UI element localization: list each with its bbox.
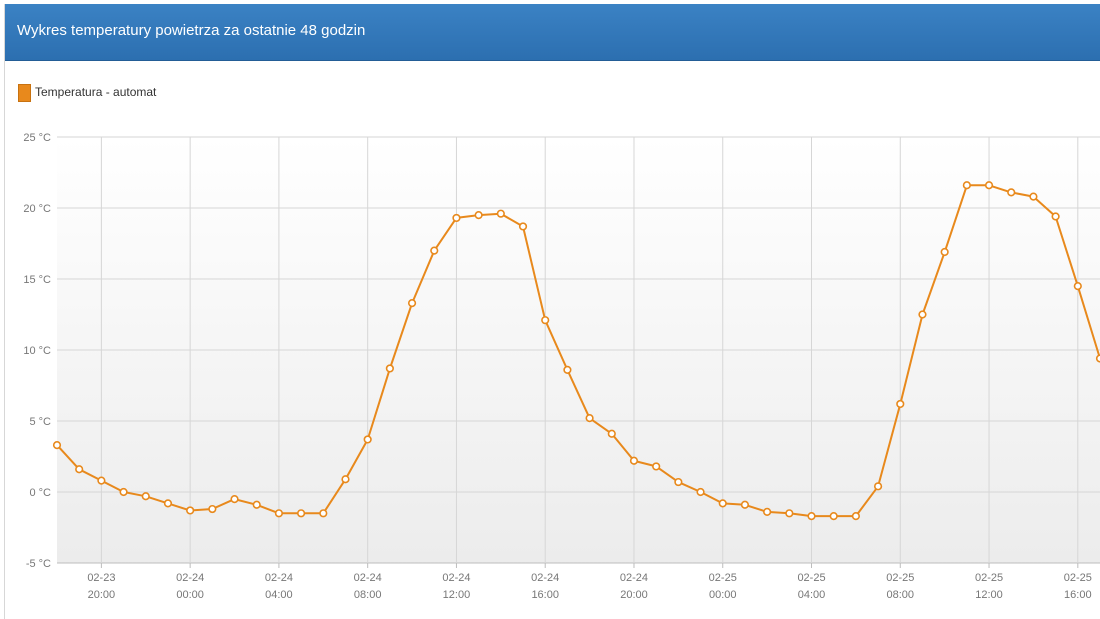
data-point[interactable] — [252, 500, 261, 509]
data-point[interactable] — [984, 181, 994, 190]
y-tick-label: 10 °C — [23, 345, 51, 357]
data-point[interactable] — [718, 499, 727, 508]
y-tick-label: 0 °C — [29, 487, 51, 499]
y-tick-label: 20 °C — [23, 203, 51, 215]
data-point[interactable] — [541, 316, 550, 325]
x-tick-date: 02-25 — [886, 572, 914, 584]
x-tick-date: 02-25 — [975, 572, 1003, 584]
data-point[interactable] — [363, 435, 372, 444]
data-point[interactable] — [52, 441, 62, 450]
x-tick-date: 02-25 — [797, 572, 825, 584]
x-tick-date: 02-23 — [87, 572, 115, 584]
data-point[interactable] — [585, 414, 594, 423]
x-tick-time: 12:00 — [975, 589, 1003, 601]
data-point[interactable] — [896, 399, 905, 409]
data-point[interactable] — [274, 509, 284, 518]
x-tick-time: 00:00 — [709, 589, 737, 601]
data-point[interactable] — [407, 299, 417, 308]
data-point[interactable] — [763, 507, 772, 516]
data-point[interactable] — [629, 456, 639, 465]
data-point[interactable] — [385, 364, 394, 373]
x-tick-time: 08:00 — [354, 589, 382, 601]
data-point[interactable] — [829, 512, 838, 521]
data-point[interactable] — [430, 246, 439, 255]
x-tick-date: 02-24 — [531, 572, 559, 584]
data-point[interactable] — [563, 365, 572, 374]
data-point[interactable] — [962, 181, 971, 190]
data-point[interactable] — [141, 492, 150, 501]
data-point[interactable] — [75, 465, 84, 474]
x-tick-date: 02-24 — [442, 572, 470, 584]
data-point[interactable] — [607, 429, 616, 438]
data-point[interactable] — [518, 222, 528, 231]
x-tick-time: 04:00 — [265, 589, 293, 601]
data-point[interactable] — [785, 509, 794, 518]
x-tick-date: 02-24 — [354, 572, 382, 584]
data-point[interactable] — [1073, 282, 1082, 291]
data-point[interactable] — [230, 495, 239, 504]
data-point[interactable] — [319, 509, 328, 518]
x-tick-time: 00:00 — [176, 589, 204, 601]
x-tick-date: 02-25 — [709, 572, 737, 584]
x-tick-time: 20:00 — [88, 589, 116, 601]
x-tick-time: 04:00 — [798, 589, 826, 601]
x-tick-time: 16:00 — [1064, 589, 1092, 601]
data-point[interactable] — [452, 213, 461, 223]
y-tick-label: -5 °C — [26, 558, 51, 570]
data-point[interactable] — [652, 462, 661, 471]
data-point[interactable] — [1007, 188, 1016, 197]
panel-header: Wykres temperatury powietrza za ostatnie… — [5, 4, 1100, 61]
data-point[interactable] — [297, 509, 306, 518]
data-point[interactable] — [740, 500, 750, 509]
panel-title: Wykres temperatury powietrza za ostatnie… — [17, 22, 366, 39]
data-point[interactable] — [1029, 192, 1038, 201]
legend-swatch — [18, 84, 31, 102]
y-axis: -5 °C 0 °C 5 °C 10 °C 15 °C 20 °C 25 °C — [23, 132, 51, 570]
x-tick-time: 16:00 — [531, 589, 559, 601]
data-point[interactable] — [807, 512, 816, 521]
y-tick-label: 25 °C — [23, 132, 51, 144]
x-tick-time: 20:00 — [620, 589, 648, 601]
legend-label: Temperatura - automat — [35, 85, 157, 99]
y-tick-label: 15 °C — [23, 274, 51, 286]
data-point[interactable] — [873, 482, 883, 491]
data-point[interactable] — [696, 487, 705, 497]
y-tick-label: 5 °C — [29, 416, 51, 428]
data-point[interactable] — [474, 211, 483, 220]
data-point[interactable] — [1051, 212, 1060, 221]
data-point[interactable] — [674, 477, 683, 487]
x-tick-date: 02-24 — [265, 572, 293, 584]
data-point[interactable] — [341, 475, 350, 484]
data-point[interactable] — [940, 247, 949, 257]
x-tick-date: 02-25 — [1064, 572, 1092, 584]
x-tick-date: 02-24 — [176, 572, 204, 584]
x-axis: 02-23 20:00 02-24 00:00 02-24 04:00 02-24 08:00… — [87, 563, 1092, 601]
data-point[interactable] — [97, 476, 106, 485]
x-tick-time: 08:00 — [887, 589, 915, 601]
data-point[interactable] — [208, 504, 217, 514]
series-layer — [52, 181, 1100, 521]
grid-lines — [57, 136, 1100, 564]
data-point[interactable] — [186, 506, 195, 515]
data-point[interactable] — [496, 209, 505, 218]
data-point[interactable] — [163, 499, 173, 508]
data-point[interactable] — [918, 310, 927, 319]
x-tick-time: 12:00 — [443, 589, 471, 601]
data-point[interactable] — [851, 512, 860, 521]
data-point[interactable] — [119, 487, 128, 497]
x-tick-date: 02-24 — [620, 572, 648, 584]
